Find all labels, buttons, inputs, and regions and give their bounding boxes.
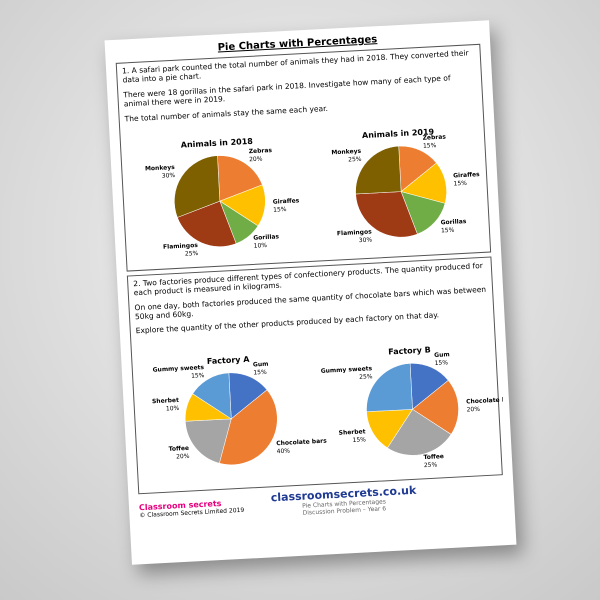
slice-value-label: 15% [253,369,267,377]
slice-value-label: 25% [348,156,362,164]
slice-label: Zebras [422,133,446,141]
slice-label: Giraffes [273,197,300,205]
slice-value-label: 40% [277,447,291,455]
slice-label: Chocolate bars [276,437,327,447]
slice-label: Gum [434,351,450,359]
slice-value-label: 10% [166,405,180,413]
slice-value-label: 25% [424,461,438,469]
slice-value-label: 15% [434,359,448,367]
slice-value-label: 30% [359,236,373,244]
slice-value-label: 20% [176,453,190,461]
slice-value-label: 15% [423,142,437,150]
chart-title: Animals in 2018 [181,137,254,150]
pie-slice [387,408,452,456]
slice-label: Flamingos [163,242,199,251]
chart-title: Animals in 2019 [362,127,435,140]
slice-value-label: 20% [466,406,480,414]
slice-value-label: 20% [249,155,263,163]
slice-value-label: 25% [185,250,199,258]
slice-label: Toffee [423,453,444,461]
slice-label: Giraffes [453,171,480,179]
slice-value-label: 10% [254,242,268,250]
pie-slice [192,372,232,420]
pie-slice [174,155,221,218]
worksheet: Pie Charts with Percentages 1. A safari … [104,20,517,565]
slice-value-label: 25% [359,373,373,381]
slice-label: Sherbet [338,428,365,436]
pie-slice [355,145,402,195]
slice-label: Gummy sweets [321,365,373,375]
chart-title: Factory B [388,345,431,356]
slice-value-label: 15% [352,436,366,444]
pie-slice [366,362,413,412]
pie-slice [412,379,459,435]
chart-title: Factory A [207,355,251,366]
slice-label: Gorillas [440,218,467,226]
slice-label: Monkeys [145,164,175,173]
slice-label: Chocolate bars [466,396,506,406]
slice-label: Gum [253,360,269,368]
pie-slice [217,155,263,202]
question-1: 1. A safari park counted the total numbe… [115,43,492,272]
slice-label: Toffee [168,445,189,453]
pie-slice [219,389,278,465]
pie-slice [185,418,232,464]
slice-label: Gorillas [253,233,280,241]
slice-value-label: 30% [162,172,176,180]
slice-label: Monkeys [331,148,361,157]
slice-label: Sherbet [152,397,179,405]
question-2: 2. Two factories produce different types… [126,256,517,495]
slice-label: Zebras [249,147,273,155]
slice-label: Flamingos [337,228,373,237]
slice-value-label: 15% [191,372,205,380]
pie-slice [177,200,237,247]
slice-value-label: 15% [441,227,455,235]
slice-label: Gummy sweets [152,364,204,374]
charts: Animals in 2018Zebras20%Giraffes15%Goril… [145,127,480,258]
slice-value-label: 15% [453,180,467,188]
pie-slice [355,191,418,238]
slice-value-label: 15% [273,206,287,214]
